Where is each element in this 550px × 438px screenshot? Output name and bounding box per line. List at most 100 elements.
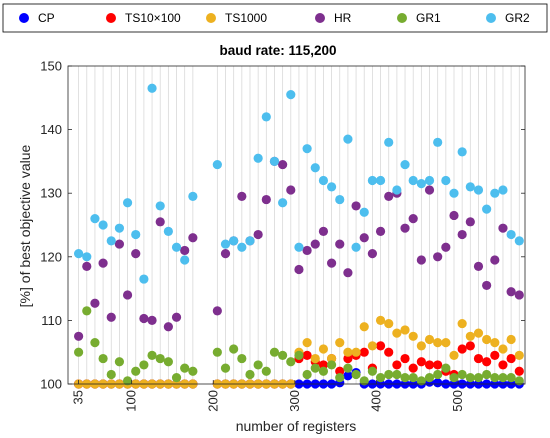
point-s5-29 bbox=[326, 182, 337, 192]
point-s5-28 bbox=[318, 175, 329, 186]
point-s5-8 bbox=[139, 274, 149, 284]
point-s3-40 bbox=[416, 255, 426, 265]
point-s4-52 bbox=[514, 376, 524, 386]
point-s5-37 bbox=[392, 185, 402, 195]
y-tick-label-5: 150 bbox=[40, 59, 62, 74]
point-s1-31 bbox=[343, 353, 353, 364]
point-s4-11 bbox=[163, 357, 173, 367]
point-s5-14 bbox=[188, 191, 198, 201]
point-s5-27 bbox=[310, 163, 320, 173]
point-s2-31 bbox=[343, 347, 353, 357]
point-s3-36 bbox=[384, 191, 394, 201]
point-s4-44 bbox=[449, 373, 459, 383]
point-s3-8 bbox=[139, 313, 149, 324]
point-s1-45 bbox=[457, 344, 467, 354]
point-s4-50 bbox=[498, 373, 508, 383]
point-s4-9 bbox=[147, 350, 157, 360]
series-4 bbox=[74, 306, 524, 386]
point-s3-47 bbox=[473, 261, 484, 271]
point-s4-46 bbox=[465, 373, 475, 383]
point-s1-48 bbox=[482, 357, 492, 367]
y-tick-label-1: 110 bbox=[41, 313, 62, 328]
point-s1-52 bbox=[514, 366, 524, 376]
point-s4-4 bbox=[106, 369, 116, 380]
point-s4-51 bbox=[506, 373, 516, 383]
point-s5-33 bbox=[359, 207, 369, 217]
point-s5-50 bbox=[498, 185, 508, 195]
point-s5-12 bbox=[171, 242, 182, 252]
point-s4-15 bbox=[212, 347, 222, 357]
y-axis-label: [%] of best objective value bbox=[17, 144, 33, 307]
point-s4-24 bbox=[286, 357, 296, 367]
legend-marker-1 bbox=[106, 13, 116, 23]
y-tick-label-2: 120 bbox=[40, 249, 62, 264]
point-s4-40 bbox=[416, 376, 426, 386]
point-s2-35 bbox=[375, 315, 386, 325]
point-s3-49 bbox=[490, 255, 500, 265]
x-tick-label-5: 500 bbox=[450, 390, 465, 412]
point-s1-37 bbox=[392, 360, 402, 370]
point-s5-52 bbox=[514, 236, 524, 246]
point-s4-30 bbox=[335, 373, 345, 383]
point-s4-25 bbox=[294, 350, 304, 360]
point-s2-39 bbox=[408, 331, 418, 341]
point-s4-12 bbox=[171, 373, 182, 383]
point-s3-12 bbox=[171, 312, 182, 322]
point-s2-32 bbox=[351, 347, 361, 357]
point-s4-43 bbox=[441, 363, 451, 373]
point-s3-4 bbox=[106, 312, 116, 322]
point-s2-43 bbox=[441, 338, 451, 348]
point-s4-47 bbox=[473, 373, 484, 383]
point-s3-6 bbox=[122, 290, 133, 300]
point-s4-3 bbox=[98, 353, 108, 364]
point-s2-51 bbox=[506, 334, 516, 345]
point-s1-51 bbox=[506, 353, 516, 364]
point-s3-48 bbox=[482, 280, 492, 291]
legend-box bbox=[2, 3, 548, 33]
point-s3-41 bbox=[424, 185, 435, 195]
point-s1-36 bbox=[384, 347, 394, 357]
point-s2-52 bbox=[514, 350, 524, 360]
point-s5-39 bbox=[408, 175, 418, 186]
point-s0-42 bbox=[433, 378, 443, 388]
point-s4-31 bbox=[343, 363, 353, 373]
point-s5-5 bbox=[114, 223, 125, 233]
point-s5-48 bbox=[482, 204, 492, 214]
point-s2-34 bbox=[367, 341, 377, 351]
point-s3-2 bbox=[90, 298, 100, 308]
point-s4-41 bbox=[424, 373, 435, 383]
point-s3-42 bbox=[433, 252, 443, 262]
grid bbox=[78, 66, 520, 384]
point-s5-31 bbox=[343, 134, 353, 144]
point-s1-33 bbox=[359, 347, 369, 357]
point-s1-40 bbox=[416, 357, 426, 367]
point-s1-35 bbox=[375, 341, 386, 351]
chart-title: baud rate: 115,200 bbox=[219, 43, 336, 58]
point-s5-9 bbox=[147, 83, 157, 93]
point-s4-36 bbox=[384, 369, 394, 380]
point-s4-32 bbox=[351, 369, 361, 380]
point-s3-9 bbox=[147, 315, 157, 325]
point-s5-18 bbox=[237, 242, 247, 252]
legend-label-5: GR2 bbox=[505, 11, 530, 25]
point-s3-27 bbox=[310, 239, 320, 249]
point-s2-30 bbox=[335, 338, 345, 348]
point-s4-48 bbox=[482, 369, 492, 380]
point-s3-26 bbox=[302, 245, 312, 256]
point-s4-34 bbox=[367, 366, 377, 376]
y-tick-label-0: 100 bbox=[40, 377, 62, 392]
point-s5-1 bbox=[82, 252, 92, 262]
point-s4-17 bbox=[229, 344, 239, 354]
point-s3-29 bbox=[326, 258, 337, 268]
legend-label-4: GR1 bbox=[416, 11, 441, 25]
point-s5-32 bbox=[351, 242, 361, 252]
point-s5-13 bbox=[180, 255, 190, 265]
point-s4-16 bbox=[220, 363, 231, 373]
point-s5-11 bbox=[163, 226, 173, 236]
point-s5-7 bbox=[131, 229, 141, 240]
point-s4-19 bbox=[245, 369, 255, 380]
point-s5-35 bbox=[375, 175, 386, 186]
point-s5-41 bbox=[424, 175, 435, 186]
point-s2-45 bbox=[457, 318, 467, 329]
point-s2-41 bbox=[424, 334, 435, 345]
